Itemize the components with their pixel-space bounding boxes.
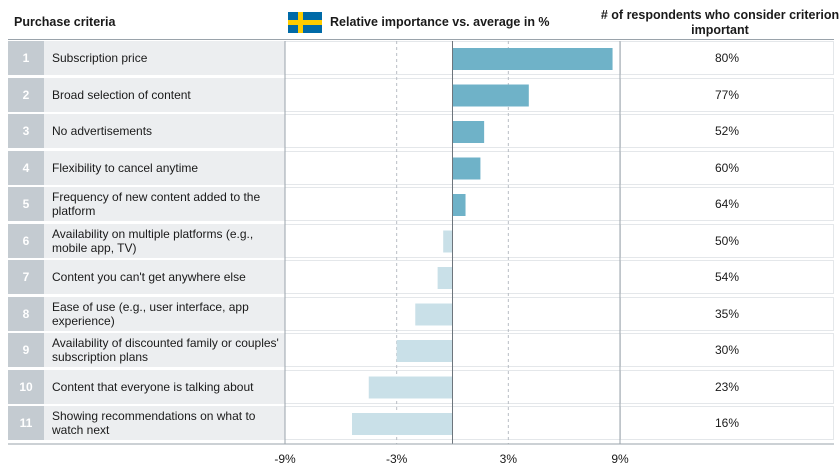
respondents-value: 52%: [620, 114, 834, 148]
bar-cell: [285, 114, 620, 148]
bar-cell: [285, 333, 620, 367]
respondents-value: 77%: [620, 77, 834, 112]
criteria-table: 1 Subscription price 80% 2 Broad selection o…: [8, 41, 834, 443]
rank-number: 9: [8, 333, 44, 367]
respondents-value: 64%: [620, 187, 834, 221]
bar-cell: [285, 187, 620, 221]
criterion-label: Subscription price: [44, 41, 285, 75]
respondents-value: 60%: [620, 150, 834, 185]
respondents-value: 16%: [620, 406, 834, 440]
bar-cell: [285, 150, 620, 185]
respondents-value: 30%: [620, 333, 834, 367]
rank-number: 11: [8, 406, 44, 440]
respondents-value: 50%: [620, 223, 834, 258]
respondents-header: # of respondents who consider criterion …: [600, 8, 840, 37]
respondents-value: 35%: [620, 296, 834, 331]
table-row: 3 No advertisements 52%: [8, 114, 834, 151]
rank-number: 2: [8, 77, 44, 112]
criterion-label: Showing recommendations on what to watch…: [44, 406, 285, 440]
table-row: 7 Content you can't get anywhere else 54%: [8, 260, 834, 297]
bar-cell: [285, 296, 620, 331]
criterion-label: Availability on multiple platforms (e.g.…: [44, 223, 285, 258]
bar-cell: [285, 223, 620, 258]
bar-cell: [285, 369, 620, 404]
criterion-label: Availability of discounted family or cou…: [44, 333, 285, 367]
bar-cell: [285, 260, 620, 294]
x-tick-label: -3%: [385, 452, 408, 466]
bar-cell: [285, 77, 620, 112]
table-row: 6 Availability on multiple platforms (e.g…: [8, 223, 834, 261]
bar-cell: [285, 406, 620, 440]
table-row: 8 Ease of use (e.g., user interface, app …: [8, 296, 834, 334]
x-tick-label: 3%: [499, 452, 517, 466]
rank-number: 6: [8, 223, 44, 258]
header-divider: [8, 39, 834, 40]
table-row: 5 Frequency of new content added to the p…: [8, 187, 834, 224]
table-row: 4 Flexibility to cancel anytime 60%: [8, 150, 834, 188]
criterion-label: Content you can't get anywhere else: [44, 260, 285, 294]
rank-number: 4: [8, 150, 44, 185]
bar-cell: [285, 41, 620, 75]
respondents-value: 80%: [620, 41, 834, 75]
criterion-label: Ease of use (e.g., user interface, app e…: [44, 296, 285, 331]
rank-number: 3: [8, 114, 44, 148]
x-tick-label: 9%: [611, 452, 629, 466]
criterion-label: No advertisements: [44, 114, 285, 148]
rank-number: 10: [8, 369, 44, 404]
table-row: 1 Subscription price 80%: [8, 41, 834, 78]
criterion-label: Content that everyone is talking about: [44, 369, 285, 404]
chart-title: Relative importance vs. average in %: [330, 15, 550, 29]
rank-number: 8: [8, 296, 44, 331]
table-row: 10 Content that everyone is talking about…: [8, 369, 834, 407]
table-row: 11 Showing recommendations on what to wat…: [8, 406, 834, 443]
rank-number: 1: [8, 41, 44, 75]
criterion-label: Flexibility to cancel anytime: [44, 150, 285, 185]
respondents-value: 54%: [620, 260, 834, 294]
rank-number: 5: [8, 187, 44, 221]
respondents-value: 23%: [620, 369, 834, 404]
sweden-flag-icon: [288, 12, 322, 33]
rank-number: 7: [8, 260, 44, 294]
table-row: 2 Broad selection of content 77%: [8, 77, 834, 115]
criterion-label: Frequency of new content added to the pl…: [44, 187, 285, 221]
x-tick-label: -9%: [274, 452, 296, 466]
table-row: 9 Availability of discounted family or co…: [8, 333, 834, 370]
criterion-label: Broad selection of content: [44, 77, 285, 112]
purchase-criteria-header: Purchase criteria: [14, 15, 116, 29]
